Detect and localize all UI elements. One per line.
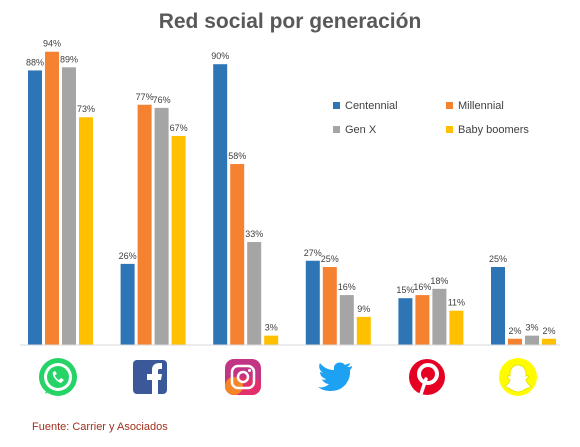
bar-whatsapp-millennial xyxy=(45,51,59,345)
bar-whatsapp-gen-x xyxy=(62,67,76,345)
data-label: 58% xyxy=(228,151,246,161)
legend-swatch xyxy=(333,126,340,133)
data-label: 89% xyxy=(60,54,78,64)
data-label: 76% xyxy=(153,95,171,105)
value-labels-group: 88%94%89%73%26%77%76%67%90%58%33%3%27%25… xyxy=(26,39,556,336)
bar-twitter-baby-boomers xyxy=(356,316,371,345)
legend-label: Centennial xyxy=(345,100,398,112)
bar-facebook-gen-x xyxy=(154,107,169,345)
legend-swatch xyxy=(446,126,453,133)
data-label: 26% xyxy=(119,251,137,261)
category-icons xyxy=(39,358,537,396)
bar-instagram-gen-x xyxy=(247,242,262,345)
bar-pinterest-baby-boomers xyxy=(449,310,464,345)
data-label: 16% xyxy=(413,282,431,292)
data-label: 2% xyxy=(508,326,521,336)
data-label: 16% xyxy=(338,282,356,292)
source-note: Fuente: Carrier y Asociados xyxy=(32,421,168,433)
bar-facebook-centennial xyxy=(120,263,135,345)
data-label: 33% xyxy=(245,229,263,239)
bar-instagram-centennial xyxy=(213,64,228,345)
data-label: 90% xyxy=(211,51,229,61)
bar-pinterest-millennial xyxy=(415,295,430,345)
legend: Centennial Millennial Gen X Baby boomers xyxy=(333,100,529,136)
bar-twitter-gen-x xyxy=(339,295,354,345)
chart-title: Red social por generación xyxy=(159,10,422,33)
legend-label: Gen X xyxy=(345,124,377,136)
data-label: 18% xyxy=(430,276,448,286)
data-label: 2% xyxy=(542,326,555,336)
bar-snapchat-baby-boomers xyxy=(542,338,556,345)
facebook-icon xyxy=(133,360,167,394)
pinterest-icon xyxy=(409,359,445,396)
bar-whatsapp-centennial xyxy=(28,70,42,345)
bar-facebook-millennial xyxy=(137,104,152,345)
legend-swatch xyxy=(333,102,340,109)
data-label: 11% xyxy=(448,298,465,308)
bar-instagram-millennial xyxy=(230,164,245,345)
data-label: 3% xyxy=(525,323,538,333)
bar-snapchat-gen-x xyxy=(525,335,539,345)
bar-twitter-centennial xyxy=(305,260,320,345)
data-label: 15% xyxy=(396,285,414,295)
bar-snapchat-centennial xyxy=(491,267,505,345)
data-label: 88% xyxy=(26,57,44,67)
bar-facebook-baby-boomers xyxy=(171,135,186,345)
twitter-icon xyxy=(318,362,352,391)
bar-pinterest-centennial xyxy=(398,298,413,345)
legend-label: Millennial xyxy=(458,100,504,112)
data-label: 77% xyxy=(136,92,154,102)
data-label: 67% xyxy=(170,123,188,133)
legend-swatch xyxy=(446,102,453,109)
bars-group xyxy=(28,51,556,346)
data-label: 25% xyxy=(489,254,507,264)
data-label: 3% xyxy=(265,323,278,333)
data-label: 25% xyxy=(321,254,339,264)
bar-twitter-millennial xyxy=(322,267,337,345)
bar-whatsapp-baby-boomers xyxy=(79,117,93,346)
snapchat-icon xyxy=(499,358,537,396)
bar-pinterest-gen-x xyxy=(432,288,447,345)
whatsapp-icon xyxy=(39,358,77,396)
legend-label: Baby boomers xyxy=(458,124,529,136)
data-label: 94% xyxy=(43,39,61,49)
bar-instagram-baby-boomers xyxy=(264,335,279,345)
instagram-icon xyxy=(225,359,261,395)
data-label: 9% xyxy=(357,304,370,314)
data-label: 73% xyxy=(77,104,95,114)
bar-snapchat-millennial xyxy=(508,338,522,345)
data-label: 27% xyxy=(304,248,322,258)
